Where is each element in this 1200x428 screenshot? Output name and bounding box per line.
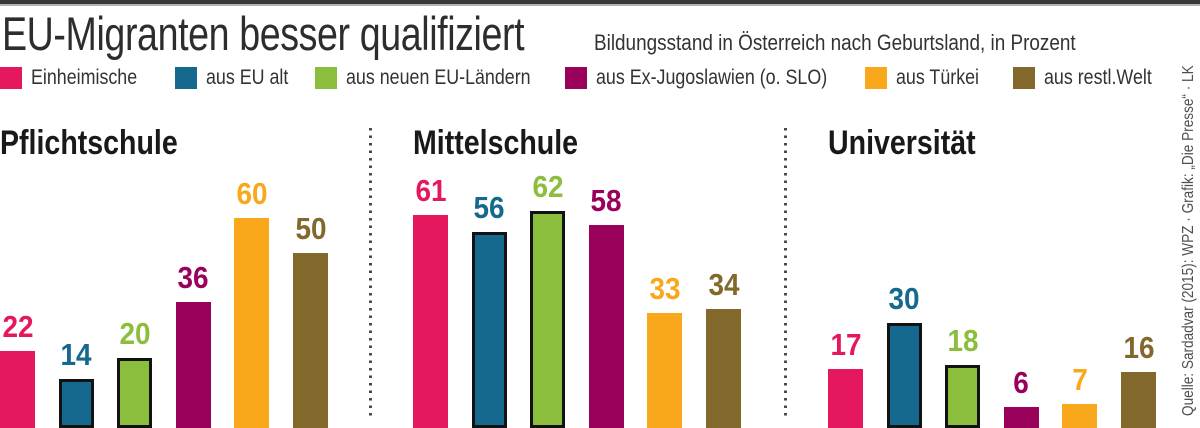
bar	[117, 358, 152, 428]
bar-value: 58	[591, 185, 622, 216]
bar	[413, 215, 448, 428]
bar	[647, 313, 682, 428]
bar	[887, 323, 922, 428]
bar-value: 20	[119, 318, 150, 349]
bar-value: 33	[649, 273, 680, 304]
group-divider	[784, 128, 787, 420]
bar	[530, 211, 565, 428]
bar-value: 17	[830, 329, 861, 360]
bar-value: 22	[2, 311, 33, 342]
bar	[945, 365, 980, 428]
chart-title: EU-Migranten besser qualifiziert	[2, 10, 524, 57]
bar-value: 50	[295, 213, 326, 244]
category-title: Pflichtschule	[0, 126, 178, 160]
legend-swatch	[315, 67, 337, 89]
legend-label: aus restl.Welt	[1044, 67, 1152, 88]
legend-label: aus neuen EU-Ländern	[346, 67, 531, 88]
bar	[589, 225, 624, 428]
legend-label: Einheimische	[31, 67, 137, 88]
bar-value: 16	[1123, 332, 1154, 363]
bar-value: 36	[178, 262, 209, 293]
bar	[234, 218, 269, 428]
category-title: Universität	[828, 126, 976, 160]
legend-swatch	[175, 67, 197, 89]
top-rule	[0, 0, 1200, 6]
bar	[828, 369, 863, 428]
legend-label: aus EU alt	[206, 67, 288, 88]
bar-value: 14	[61, 339, 92, 370]
bar	[1004, 407, 1039, 428]
legend-swatch	[1013, 67, 1035, 89]
chart-subtitle: Bildungsstand in Österreich nach Geburts…	[594, 31, 1076, 55]
bar-value: 62	[532, 171, 563, 202]
legend-item: aus Türkei	[865, 66, 994, 89]
bar-value: 30	[889, 283, 920, 314]
bar	[472, 232, 507, 428]
legend-label: aus Türkei	[896, 67, 979, 88]
bar-value: 6	[1014, 367, 1030, 398]
legend-swatch	[865, 67, 887, 89]
source-credit: Quelle: Sardadvar (2015): WPZ · Grafik: …	[1181, 65, 1197, 416]
bar-value: 56	[474, 192, 505, 223]
bar	[0, 351, 35, 428]
category-title: Mittelschule	[413, 126, 578, 160]
bar-value: 18	[947, 325, 978, 356]
bar-value: 7	[1072, 364, 1088, 395]
bar-value: 34	[708, 269, 739, 300]
legend-label: aus Ex-Jugoslawien (o. SLO)	[596, 67, 827, 88]
legend-item: aus restl.Welt	[1013, 66, 1171, 89]
group-divider	[369, 128, 372, 420]
bar-value: 61	[415, 175, 446, 206]
legend-item: aus neuen EU-Ländern	[315, 66, 563, 89]
bar	[59, 379, 94, 428]
bar	[706, 309, 741, 428]
bar-value: 60	[236, 178, 267, 209]
legend-item: Einheimische	[0, 66, 156, 89]
bar	[176, 302, 211, 428]
bar	[1062, 404, 1097, 428]
legend-swatch	[565, 67, 587, 89]
legend-item: aus Ex-Jugoslawien (o. SLO)	[565, 66, 868, 89]
bar	[293, 253, 328, 428]
legend-item: aus EU alt	[175, 66, 303, 89]
legend-swatch	[0, 67, 22, 89]
